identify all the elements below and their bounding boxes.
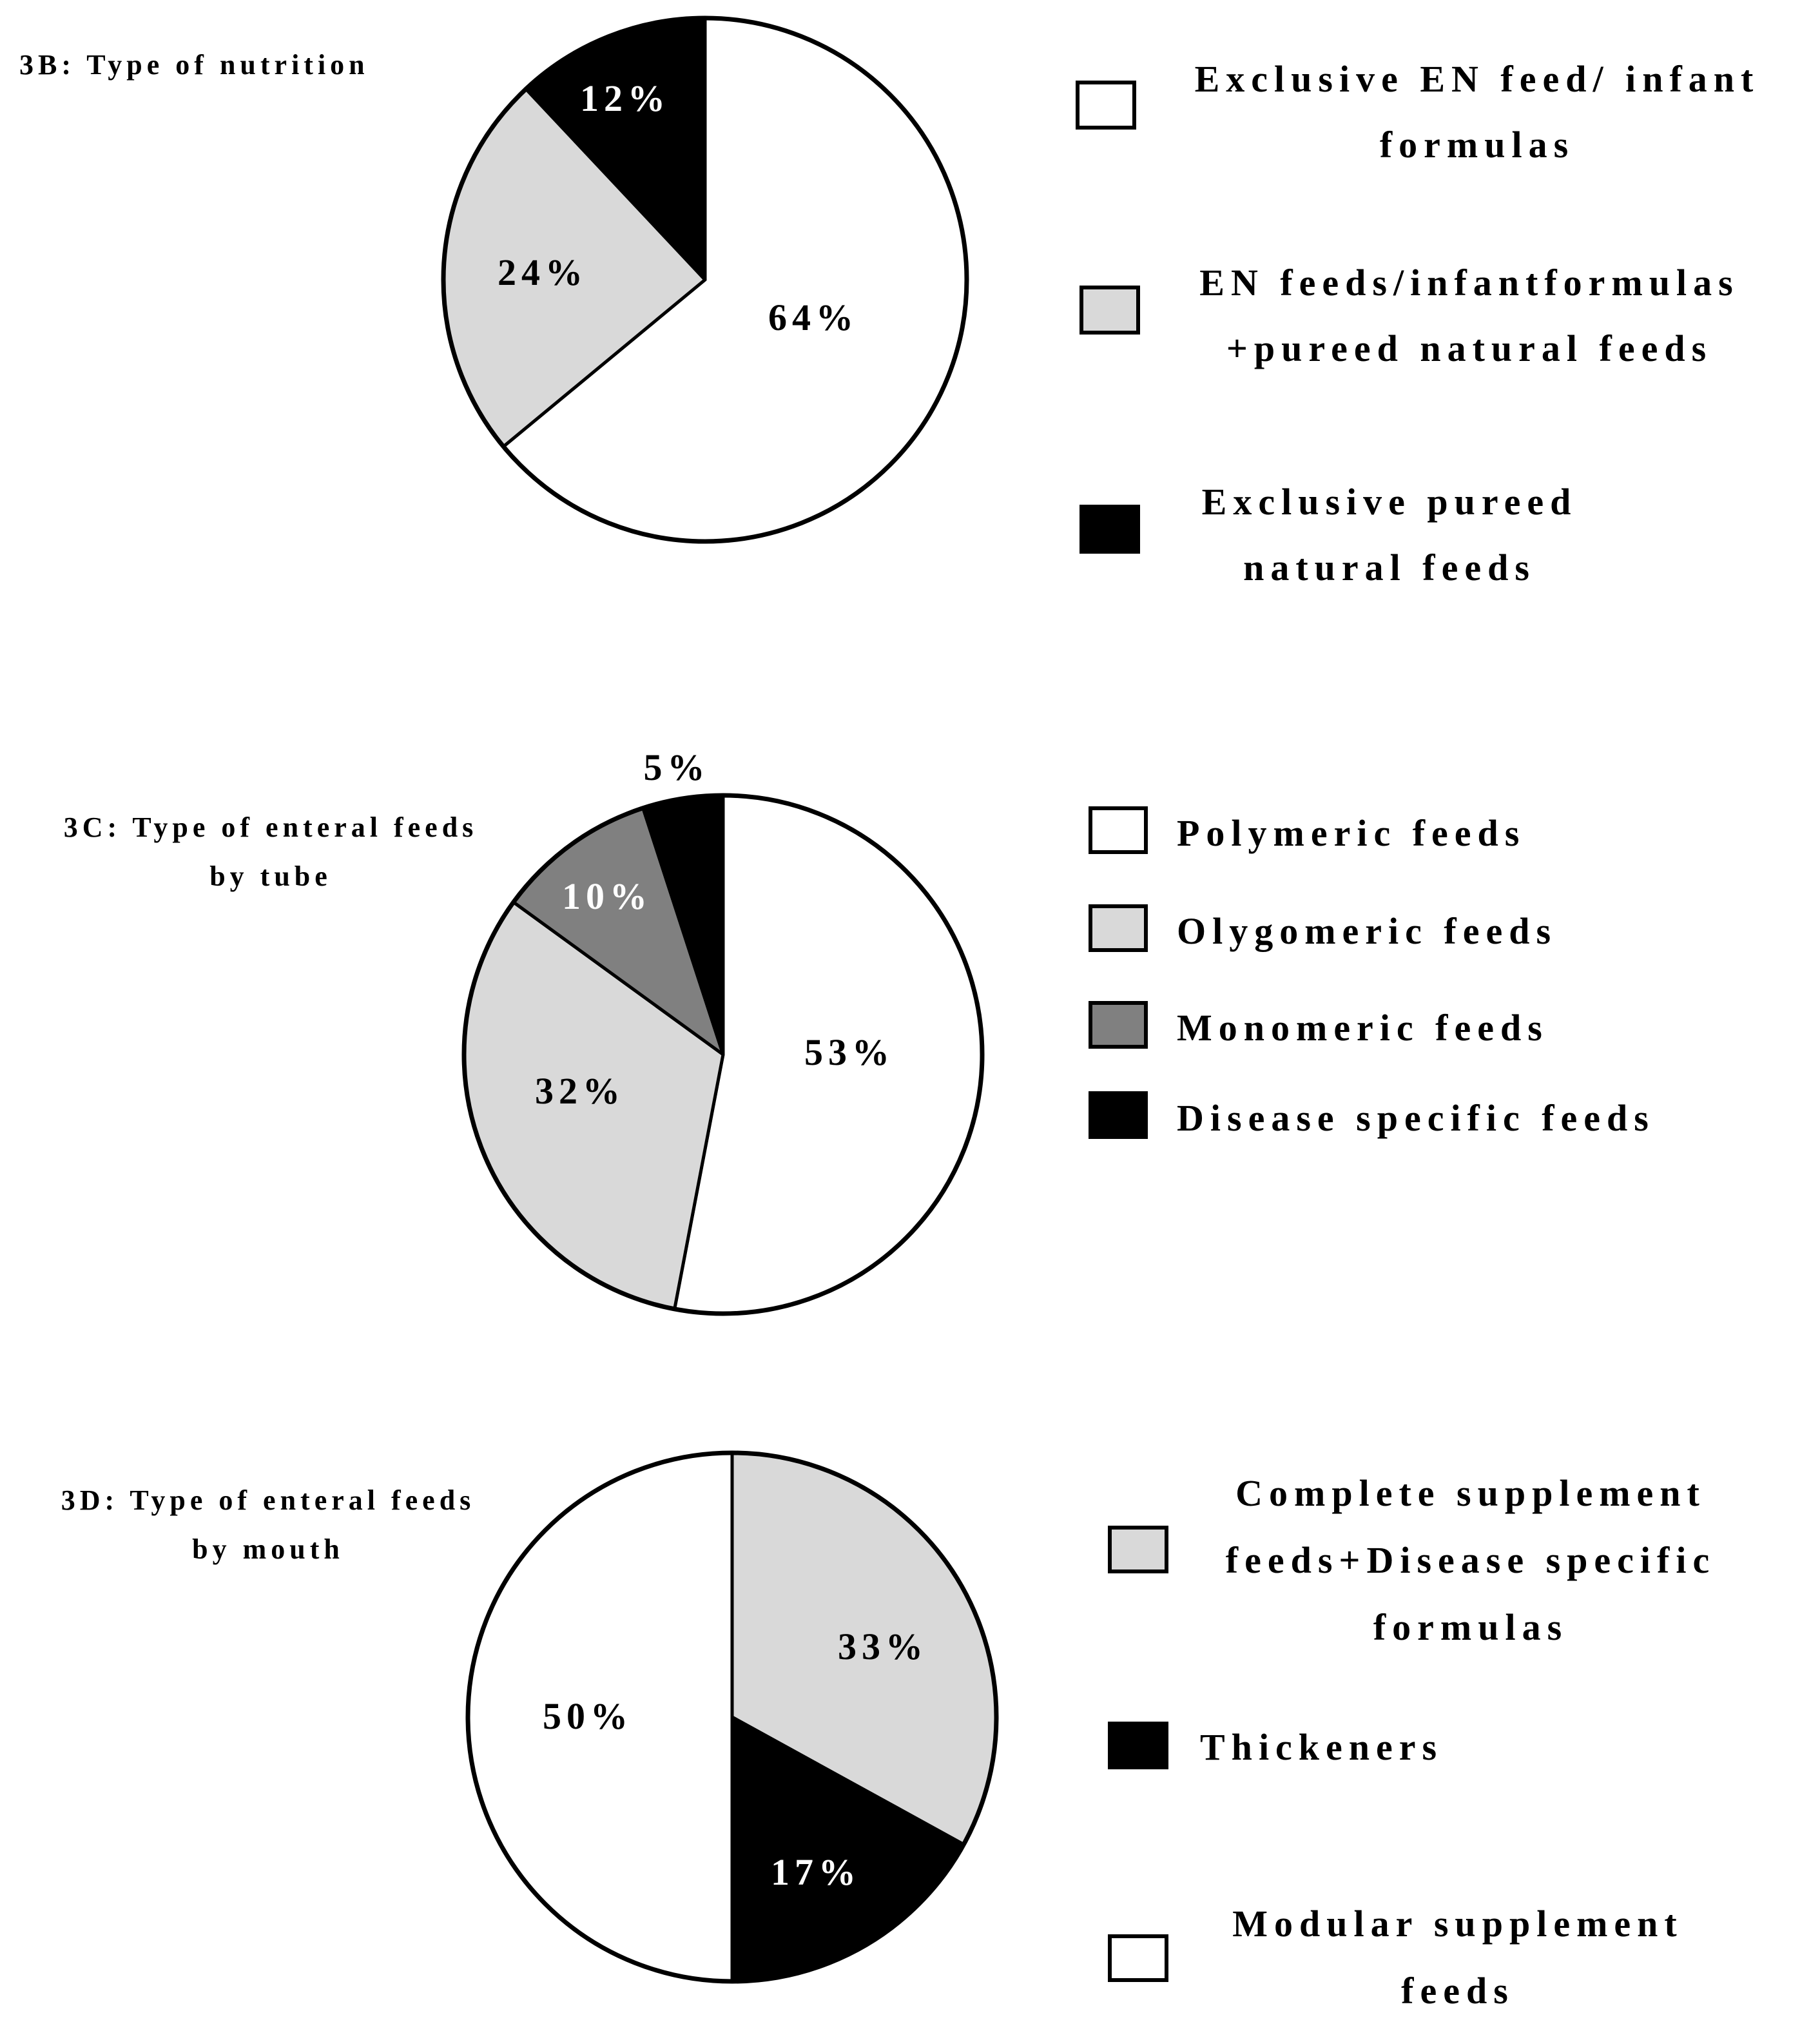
legend-label-complete-supplement-line1: Complete supplement (1235, 1472, 1706, 1514)
slice-label-33: 33% (838, 1626, 928, 1667)
pie-outline-3b (441, 15, 969, 544)
pie-outline-3c (461, 793, 985, 1316)
legend-label-complete-supplement-line3: formulas (1373, 1606, 1568, 1648)
slice-label-50: 50% (543, 1695, 633, 1737)
legend-swatch-monomeric (1089, 1001, 1148, 1049)
legend-swatch-complete-supplement (1108, 1526, 1168, 1573)
legend-label-thickeners: Thickeners (1200, 1726, 1443, 1768)
panel-3d-title-line1: 3D: Type of enteral feeds (61, 1484, 476, 1516)
pie-3d (465, 1450, 999, 1984)
legend-3b: Exclusive EN feed/ infant formulas EN fe… (1076, 58, 1760, 588)
slice-label-53: 53% (804, 1031, 895, 1073)
pie-3b (441, 15, 969, 544)
legend-swatch-olygomeric (1089, 904, 1148, 952)
panel-3d: 3D: Type of enteral feeds by mouth 33% 1… (61, 1450, 1716, 2012)
slice-label-17: 17% (771, 1851, 861, 1893)
pie-outline-3d (465, 1450, 999, 1984)
legend-label-exclusive-en-feed-line2: formulas (1380, 124, 1574, 166)
legend-label-exclusive-pureed-line1: Exclusive pureed (1202, 481, 1578, 523)
panel-3b: 3B: Type of nutrition 64% 24% 12% Exclus… (19, 15, 1760, 588)
panel-3c: 3C: Type of enteral feeds by tube 53% 32… (64, 746, 1655, 1316)
legend-3d: Complete supplement feeds+Disease specif… (1108, 1472, 1716, 2012)
legend-label-modular-supplement-line1: Modular supplement (1232, 1903, 1683, 1945)
slice-label-12: 12% (580, 77, 670, 119)
legend-swatch-thickeners (1108, 1722, 1168, 1769)
legend-label-exclusive-pureed-line2: natural feeds (1243, 547, 1536, 588)
legend-swatch-disease-specific (1089, 1091, 1148, 1139)
panel-3b-title: 3B: Type of nutrition (19, 49, 369, 81)
legend-3c: Polymeric feeds Olygomeric feeds Monomer… (1089, 806, 1655, 1139)
panel-3d-title-line2: by mouth (192, 1533, 344, 1565)
legend-swatch-exclusive-pureed (1079, 505, 1140, 554)
legend-swatch-exclusive-en-feed (1076, 81, 1136, 130)
pie-3c (461, 793, 985, 1316)
slice-label-24: 24% (498, 251, 588, 293)
legend-label-en-feeds-plus-pureed-line2: +pureed natural feeds (1226, 327, 1712, 369)
slice-label-64: 64% (768, 296, 858, 338)
legend-swatch-polymeric (1089, 806, 1148, 854)
legend-label-disease-specific: Disease specific feeds (1177, 1097, 1655, 1139)
legend-label-exclusive-en-feed-line1: Exclusive EN feed/ infant (1195, 58, 1760, 100)
slice-label-5: 5% (644, 746, 710, 788)
legend-label-monomeric: Monomeric feeds (1177, 1007, 1549, 1049)
legend-label-olygomeric: Olygomeric feeds (1177, 910, 1557, 952)
legend-label-polymeric: Polymeric feeds (1177, 812, 1525, 854)
panel-3c-title-line2: by tube (209, 860, 332, 892)
slice-label-10: 10% (562, 875, 652, 917)
legend-swatch-en-feeds-plus-pureed (1079, 286, 1140, 335)
legend-label-complete-supplement-line2: feeds+Disease specific (1226, 1539, 1716, 1581)
legend-swatch-modular-supplement (1108, 1934, 1168, 1982)
panel-3c-title-line1: 3C: Type of enteral feeds (64, 811, 478, 843)
legend-label-en-feeds-plus-pureed-line1: EN feeds/infantformulas (1199, 262, 1739, 304)
legend-label-modular-supplement-line2: feeds (1401, 1970, 1515, 2012)
slice-label-32: 32% (535, 1070, 625, 1112)
